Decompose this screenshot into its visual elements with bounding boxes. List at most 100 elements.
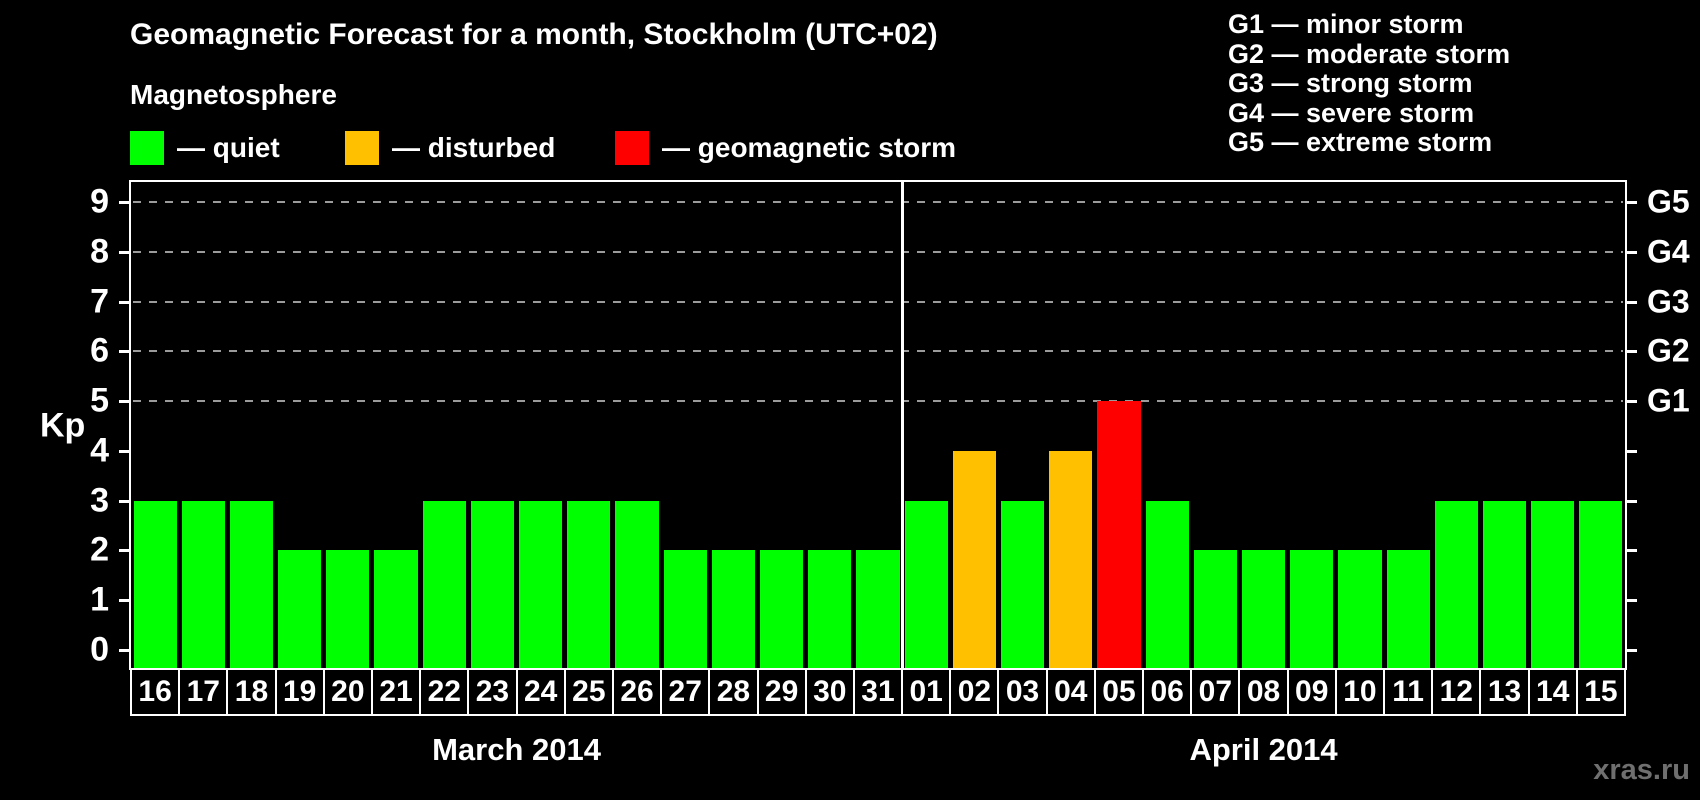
y-tick-label-3: 3 [90, 481, 109, 520]
watermark: xras.ru [1593, 754, 1690, 786]
y-tick-left-9 [119, 200, 131, 204]
bar-april-12 [1434, 500, 1478, 668]
y-tick-right-0 [1625, 649, 1637, 652]
day-cell-march-25: 25 [563, 668, 614, 716]
y-tick-right-4 [1625, 449, 1637, 453]
bar-april-10 [1338, 550, 1382, 668]
day-cell-march-16: 16 [130, 668, 181, 716]
y-tick-label-6: 6 [90, 331, 109, 370]
right-axis-label-g1: G1 [1647, 382, 1690, 419]
bar-march-27 [663, 550, 707, 668]
y-tick-right-1 [1625, 599, 1637, 603]
g-legend-line-g1: G1 — minor storm [1228, 9, 1464, 39]
gridline-kp-6 [133, 350, 1623, 353]
day-cell-april-03: 03 [997, 668, 1048, 716]
day-cell-march-18: 18 [226, 668, 277, 716]
gridline-kp-7 [133, 300, 1623, 303]
y-tick-left-8 [119, 250, 131, 254]
y-tick-left-2 [119, 549, 131, 553]
y-tick-right-7 [1625, 300, 1637, 304]
y-tick-label-5: 5 [90, 381, 109, 420]
month-label-1: April 2014 [1189, 732, 1338, 767]
y-tick-right-3 [1625, 499, 1637, 503]
y-tick-left-7 [119, 300, 131, 304]
day-cell-march-20: 20 [322, 668, 373, 716]
bar-march-16 [133, 500, 177, 668]
y-tick-label-2: 2 [90, 530, 109, 569]
y-tick-left-0 [119, 649, 131, 652]
bar-march-30 [808, 550, 852, 668]
day-cell-april-11: 11 [1383, 668, 1434, 716]
day-cell-april-13: 13 [1479, 668, 1530, 716]
y-tick-label-7: 7 [90, 282, 109, 321]
y-tick-label-0: 0 [90, 630, 109, 669]
legend-item-disturbed: — disturbed [345, 129, 555, 167]
day-cell-april-12: 12 [1431, 668, 1482, 716]
bar-march-18 [229, 500, 274, 668]
day-cell-april-10: 10 [1334, 668, 1386, 716]
day-cell-april-04: 04 [1045, 668, 1096, 716]
y-tick-left-5 [119, 400, 131, 404]
day-cell-march-26: 26 [611, 668, 663, 716]
bar-march-31 [856, 550, 900, 668]
chart-title: Geomagnetic Forecast for a month, Stockh… [130, 18, 938, 51]
day-cell-april-07: 07 [1190, 668, 1241, 716]
y-tick-label-8: 8 [90, 232, 109, 271]
bar-april-15 [1579, 500, 1623, 668]
right-axis-label-g3: G3 [1647, 283, 1690, 320]
day-cell-march-24: 24 [515, 668, 566, 716]
quiet-swatch-icon [130, 131, 164, 165]
bar-april-05 [1097, 401, 1141, 668]
day-cell-april-08: 08 [1238, 668, 1289, 716]
bar-march-23 [470, 500, 515, 668]
bar-april-06 [1145, 500, 1189, 668]
day-cell-march-19: 19 [274, 668, 325, 716]
legend-label-storm: — geomagnetic storm [662, 132, 957, 163]
right-axis-label-g2: G2 [1647, 332, 1690, 369]
bar-april-14 [1531, 500, 1575, 668]
y-tick-right-2 [1625, 549, 1637, 553]
bar-april-13 [1482, 500, 1527, 668]
day-cell-march-28: 28 [708, 668, 759, 716]
kp-axis-title: Kp [40, 406, 86, 445]
month-label-0: March 2014 [432, 732, 601, 767]
bar-april-01 [904, 500, 948, 668]
day-cell-april-15: 15 [1575, 668, 1626, 716]
day-cell-april-14: 14 [1527, 668, 1578, 716]
y-tick-right-5 [1625, 400, 1637, 404]
bar-april-04 [1049, 450, 1093, 668]
day-cell-april-01: 01 [901, 668, 952, 716]
y-tick-label-1: 1 [90, 580, 109, 619]
g-legend-line-g4: G4 — severe storm [1228, 97, 1475, 128]
day-cell-april-06: 06 [1142, 668, 1193, 716]
day-cell-march-23: 23 [467, 668, 518, 716]
gridline-kp-5 [133, 400, 1623, 403]
storm-swatch-icon [615, 131, 649, 165]
g-legend-line-g2: G2 — moderate storm [1228, 38, 1511, 69]
month-separator-line [900, 182, 904, 668]
legend-label-disturbed: — disturbed [392, 132, 556, 163]
legend-label-quiet: — quiet [177, 132, 280, 163]
day-cell-march-30: 30 [804, 668, 855, 716]
day-cell-april-09: 09 [1286, 668, 1337, 716]
bar-april-02 [952, 450, 996, 668]
right-axis-label-g4: G4 [1647, 233, 1690, 270]
legend-item-quiet: — quiet [130, 129, 280, 167]
bar-march-29 [760, 550, 804, 668]
day-cell-april-02: 02 [949, 668, 1000, 716]
g-scale-legend: G1 — minor storm G2 — moderate storm G3 … [1228, 9, 1511, 158]
y-tick-left-1 [119, 599, 131, 603]
bar-april-08 [1241, 550, 1286, 668]
right-axis-label-g5: G5 [1647, 183, 1690, 220]
bar-march-28 [711, 550, 755, 668]
y-tick-right-9 [1625, 200, 1637, 204]
disturbed-swatch-icon [345, 131, 379, 165]
y-tick-left-6 [119, 350, 131, 354]
g-legend-line-g5: G5 — extreme storm [1228, 127, 1493, 158]
bar-march-25 [567, 500, 611, 668]
bar-april-07 [1193, 550, 1237, 668]
day-cell-april-05: 05 [1093, 668, 1145, 716]
gridline-kp-8 [133, 250, 1623, 253]
y-tick-left-3 [119, 499, 131, 503]
